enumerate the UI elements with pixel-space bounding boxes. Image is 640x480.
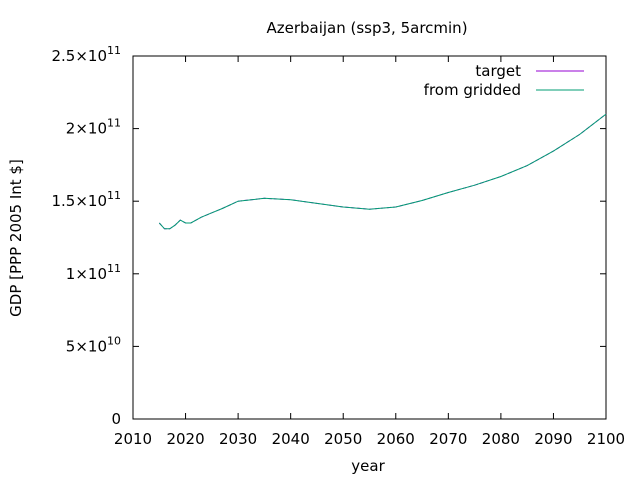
- series-line-1: [158, 113, 607, 230]
- y-tick-mantissa: 1×10: [66, 265, 107, 283]
- x-tick-label: 2050: [324, 430, 362, 448]
- y-tick-label: 1×1011: [66, 262, 121, 283]
- y-tick-mantissa: 0: [111, 410, 121, 428]
- y-tick-label: 2.5×1011: [51, 44, 121, 65]
- series-lines: [158, 113, 607, 230]
- y-tick-mantissa: 2.5×10: [51, 47, 107, 65]
- y-tick-exponent: 10: [107, 334, 121, 347]
- y-tick-exponent: 11: [107, 262, 121, 275]
- x-tick-label: 2080: [482, 430, 520, 448]
- x-tick-label: 2010: [114, 430, 152, 448]
- x-tick-label: 2100: [587, 430, 625, 448]
- y-tick-mantissa: 1.5×10: [51, 192, 107, 210]
- chart-title: Azerbaijan (ssp3, 5arcmin): [266, 19, 467, 37]
- y-tick-exponent: 11: [107, 189, 121, 202]
- x-tick-label: 2070: [429, 430, 467, 448]
- y-tick-mantissa: 2×10: [66, 120, 107, 138]
- x-axis-label: year: [351, 457, 385, 475]
- axis-ticks: 2010 2020 2030 2040 2050 2060 2070 2080 2090 2100…: [51, 44, 625, 448]
- y-tick-label: 0: [111, 410, 121, 428]
- x-tick-label: 2020: [166, 430, 204, 448]
- x-tick-label: 2060: [377, 430, 415, 448]
- plot-frame: [132, 55, 607, 420]
- x-tick-label: 2040: [272, 430, 310, 448]
- y-tick-label: 1.5×1011: [51, 189, 121, 210]
- x-tick-label: 2030: [219, 430, 257, 448]
- y-tick-exponent: 11: [107, 117, 121, 130]
- y-tick-label: 2×1011: [66, 117, 121, 138]
- x-tick-label: 2090: [534, 430, 572, 448]
- legend-label: from gridded: [424, 81, 521, 99]
- y-axis-label: GDP [PPP 2005 Int $]: [7, 159, 25, 317]
- y-tick-label: 5×1010: [66, 334, 121, 355]
- legend-label: target: [475, 62, 521, 80]
- y-tick-exponent: 11: [107, 44, 121, 57]
- series-line-0: [158, 113, 607, 230]
- y-tick-mantissa: 5×10: [66, 337, 107, 355]
